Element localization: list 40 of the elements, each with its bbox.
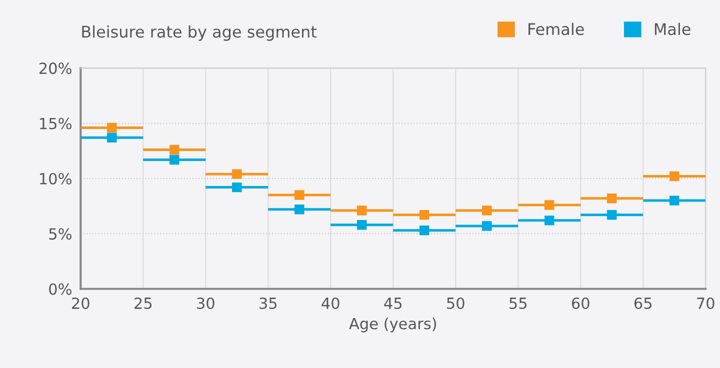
point bbox=[544, 216, 554, 226]
point bbox=[107, 122, 117, 133]
y-tick-label: 5% bbox=[49, 228, 72, 240]
x-tick-label: 50 bbox=[447, 297, 464, 310]
y-tick-label: 15% bbox=[40, 118, 72, 130]
point bbox=[232, 169, 242, 179]
point bbox=[420, 210, 430, 220]
point bbox=[107, 132, 117, 142]
y-tick-label: 10% bbox=[40, 172, 72, 184]
x-tick-label: 55 bbox=[510, 298, 526, 310]
x-tick-label: 20 bbox=[72, 297, 90, 310]
x-tick-label: 65 bbox=[634, 297, 652, 310]
chart-title: Bleisure rate by age segment bbox=[82, 25, 317, 41]
point bbox=[357, 220, 367, 230]
point bbox=[170, 154, 180, 165]
x-tick-label: 60 bbox=[572, 297, 590, 310]
x-tick-label: 40 bbox=[322, 297, 340, 310]
point bbox=[170, 144, 180, 155]
point bbox=[357, 206, 367, 216]
y-tick-label: 20% bbox=[39, 62, 72, 74]
point bbox=[420, 226, 430, 236]
x-tick-label: 25 bbox=[134, 297, 152, 310]
point bbox=[482, 206, 492, 216]
x-tick-label: 35 bbox=[260, 297, 277, 310]
x-tick-label: 30 bbox=[197, 297, 214, 310]
point bbox=[669, 171, 680, 182]
x-tick-label: 70 bbox=[697, 297, 714, 310]
point bbox=[294, 190, 304, 200]
point bbox=[606, 193, 617, 204]
legend-label: Female bbox=[528, 22, 584, 36]
point bbox=[482, 221, 492, 231]
point bbox=[544, 200, 554, 210]
legend-label: Male bbox=[654, 22, 690, 36]
x-axis-title: Age (years) bbox=[349, 318, 436, 332]
y-tick-label: 0% bbox=[49, 283, 72, 295]
point bbox=[606, 210, 617, 220]
x-tick-label: 45 bbox=[384, 298, 402, 310]
point bbox=[669, 196, 680, 206]
point bbox=[294, 204, 304, 214]
point bbox=[232, 182, 242, 192]
